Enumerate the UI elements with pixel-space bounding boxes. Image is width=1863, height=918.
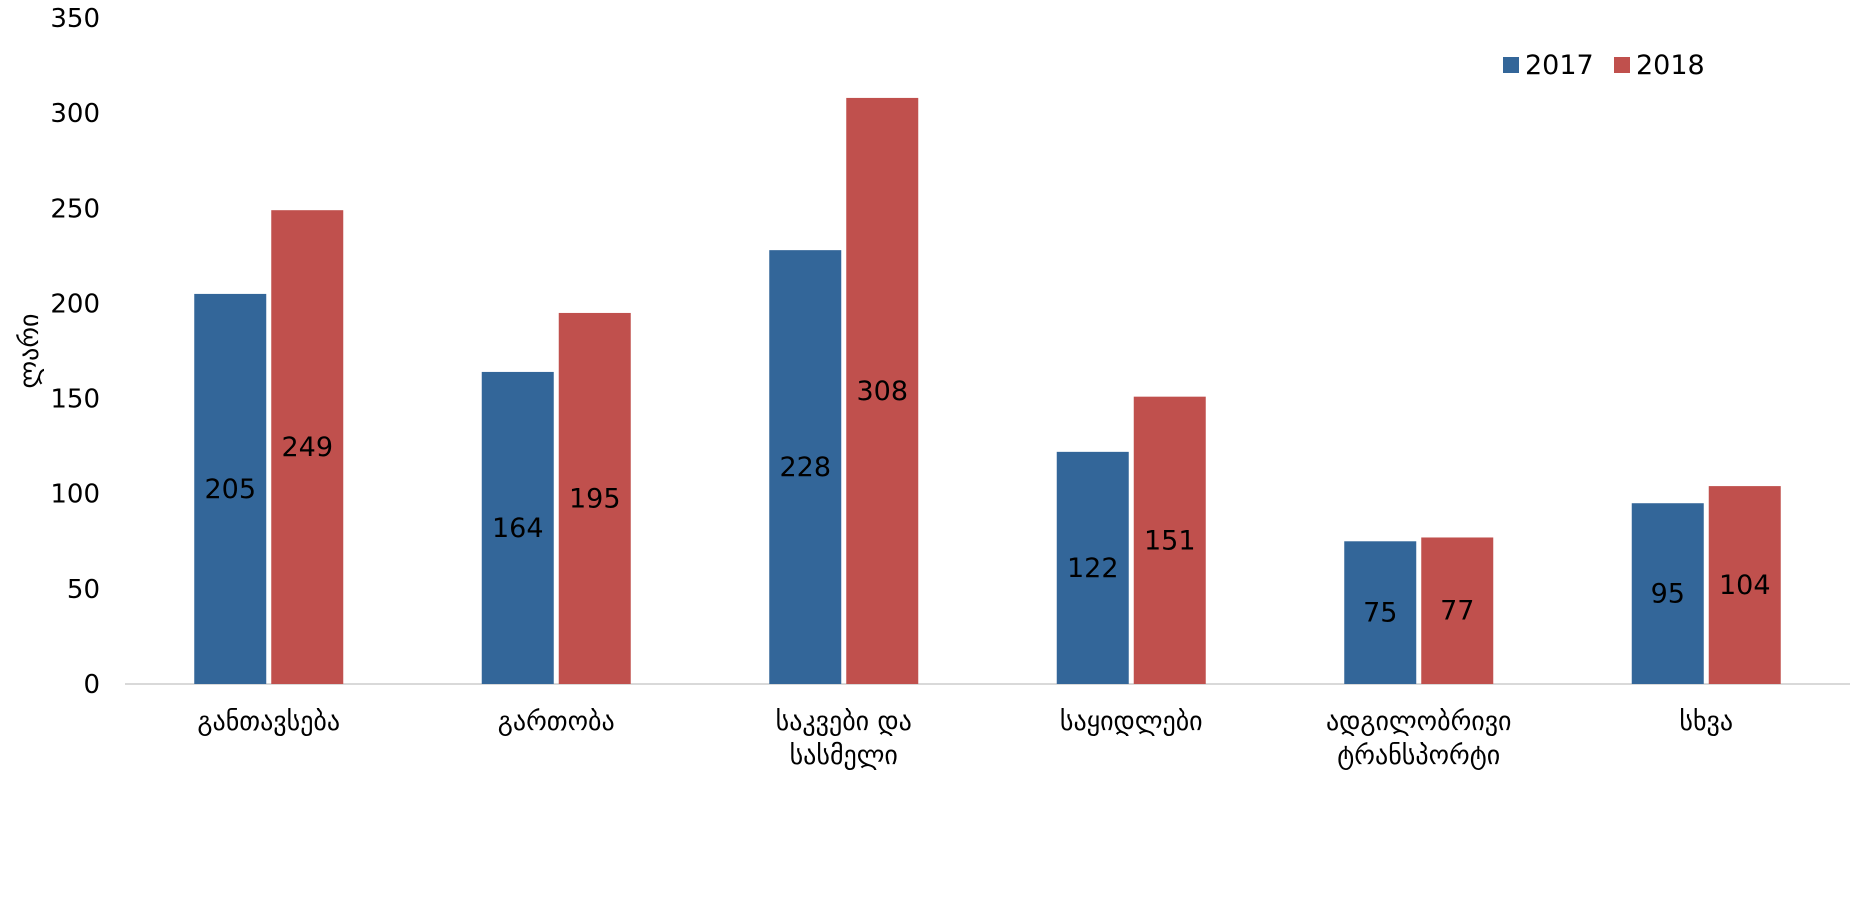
data-label-2018: 104	[1719, 570, 1771, 601]
data-label-2017: 205	[204, 474, 256, 505]
x-axis-categories: განთავსება გართობა საკვები და სასმელი საყიდლ…	[197, 707, 1733, 771]
x-category-line: ტრანსპორტი	[1337, 741, 1500, 771]
data-label-2018: 151	[1144, 525, 1196, 556]
bar-2018	[271, 210, 344, 684]
bar-2017	[769, 250, 842, 685]
x-category-line: საკვები და	[776, 707, 912, 737]
bar-2017	[1056, 451, 1129, 684]
data-label-2017: 164	[492, 513, 544, 544]
y-tick-label: 0	[83, 670, 100, 700]
legend-label-2018: 2018	[1636, 50, 1705, 81]
x-category-label: ადგილობრივი ტრანსპორტი	[1326, 707, 1512, 771]
bar-2017	[194, 293, 267, 684]
x-category-line: ადგილობრივი	[1326, 707, 1512, 737]
data-label-2018: 77	[1440, 596, 1474, 627]
data-label-2017: 228	[779, 452, 831, 483]
bar-2018	[1421, 537, 1494, 684]
y-tick-label: 300	[50, 99, 100, 129]
x-category-line: გართობა	[498, 707, 615, 737]
y-axis-ticks: 0 50 100 150 200 250 300 350	[50, 4, 100, 700]
y-tick-label: 50	[67, 575, 100, 605]
x-category-label: გართობა	[498, 707, 615, 737]
bar-2018	[558, 312, 631, 684]
x-category-label: საყიდლები	[1060, 707, 1203, 737]
bar-2017	[1631, 503, 1704, 684]
data-label-2018: 249	[281, 432, 333, 463]
y-axis-label: ლარი	[15, 313, 45, 388]
legend-swatch-2017	[1503, 57, 1519, 73]
y-tick-label: 350	[50, 4, 100, 34]
x-category-line: სხვა	[1679, 707, 1733, 737]
y-tick-label: 150	[50, 385, 100, 415]
x-category-label: საკვები და სასმელი	[776, 707, 912, 771]
data-label-2018: 195	[569, 483, 621, 514]
bar-2018	[1133, 396, 1206, 684]
legend-swatch-2018	[1614, 57, 1630, 73]
data-label-2017: 122	[1067, 553, 1119, 584]
x-category-label: განთავსება	[197, 707, 340, 737]
y-tick-label: 250	[50, 194, 100, 224]
bar-2017	[481, 371, 554, 684]
data-label-2017: 95	[1651, 579, 1685, 610]
data-label-2018: 308	[856, 376, 908, 407]
bar-2018	[846, 97, 919, 685]
y-tick-label: 100	[50, 480, 100, 510]
x-category-label: სხვა	[1679, 707, 1733, 737]
x-category-line: განთავსება	[197, 707, 340, 737]
data-labels: 205 249 164 195 228 308 122 151 75 77 95 104	[204, 376, 1770, 629]
y-tick-label: 200	[50, 289, 100, 319]
bar-2017	[1344, 541, 1417, 684]
legend-label-2017: 2017	[1525, 50, 1594, 81]
bars	[194, 97, 1781, 685]
bar-2018	[1708, 486, 1781, 684]
x-category-line: სასმელი	[790, 741, 898, 771]
legend: 2017 2018	[1503, 50, 1705, 81]
data-label-2017: 75	[1363, 598, 1397, 629]
x-category-line: საყიდლები	[1060, 707, 1203, 737]
